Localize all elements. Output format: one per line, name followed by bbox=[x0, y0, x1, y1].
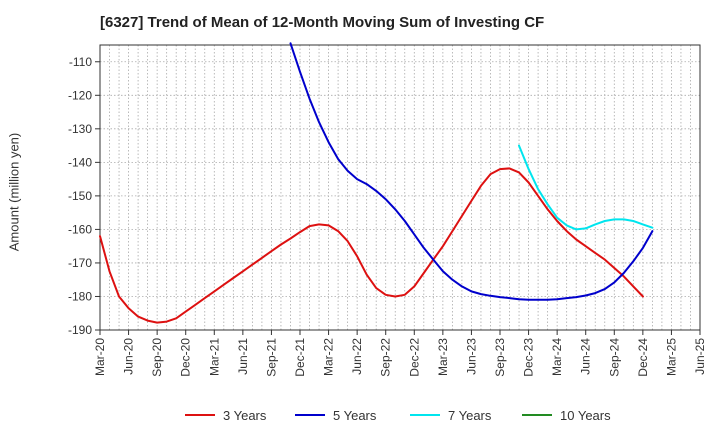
x-tick-label: Dec-20 bbox=[179, 338, 193, 377]
x-tick-label: Sep-22 bbox=[379, 338, 393, 377]
x-tick-label: Mar-25 bbox=[664, 338, 678, 376]
x-axis: Mar-20 Jun-20 Sep-20 Dec-20 Mar-21 Jun-21 Sep-… bbox=[93, 330, 707, 377]
x-tick-label: Sep-23 bbox=[493, 338, 507, 377]
x-tick-label: Mar-23 bbox=[436, 338, 450, 376]
y-tick-label: -190 bbox=[68, 323, 92, 337]
y-tick-label: -120 bbox=[68, 88, 92, 102]
x-tick-label: Mar-20 bbox=[93, 338, 107, 376]
x-tick-label: Dec-23 bbox=[522, 338, 536, 377]
y-tick-label: -180 bbox=[68, 289, 92, 303]
y-tick-label: -110 bbox=[69, 55, 92, 69]
series-lines bbox=[99, 42, 654, 324]
y-tick-label: -170 bbox=[68, 256, 92, 270]
y-tick-label: -160 bbox=[68, 222, 92, 236]
x-tick-label: Jun-25 bbox=[693, 338, 707, 375]
x-tick-label: Dec-24 bbox=[636, 338, 650, 377]
x-tick-label: Sep-21 bbox=[264, 338, 278, 377]
legend-label-1: 3 Years bbox=[223, 408, 267, 423]
x-tick-label: Jun-20 bbox=[122, 338, 136, 375]
x-tick-label: Jun-22 bbox=[350, 338, 364, 375]
y-tick-label: -130 bbox=[68, 122, 92, 136]
y-tick-label: -150 bbox=[68, 189, 92, 203]
x-tick-label: Sep-24 bbox=[607, 338, 621, 377]
series-line-2 bbox=[289, 42, 654, 301]
legend-label-3: 7 Years bbox=[448, 408, 492, 423]
chart-title: [6327] Trend of Mean of 12-Month Moving … bbox=[100, 14, 545, 31]
legend-label-2: 5 Years bbox=[333, 408, 377, 423]
series-line-1 bbox=[99, 167, 644, 324]
x-tick-label: Dec-21 bbox=[293, 338, 307, 377]
y-tick-label: -140 bbox=[68, 155, 92, 169]
grid bbox=[99, 45, 701, 331]
plot-area bbox=[99, 44, 701, 331]
x-tick-label: Mar-21 bbox=[207, 338, 221, 376]
y-axis: -110 -120 -130 -140 -150 -160 -170 -180 -190 bbox=[68, 55, 100, 337]
x-tick-label: Sep-20 bbox=[150, 338, 164, 377]
x-tick-label: Jun-24 bbox=[579, 338, 593, 375]
x-tick-label: Mar-24 bbox=[550, 338, 564, 376]
x-tick-label: Dec-22 bbox=[407, 338, 421, 377]
x-tick-label: Mar-22 bbox=[322, 338, 336, 376]
series-line-3 bbox=[518, 144, 654, 231]
legend-label-4: 10 Years bbox=[560, 408, 611, 423]
x-tick-label: Jun-21 bbox=[236, 338, 250, 375]
legend: 3 Years 5 Years 7 Years 10 Years bbox=[185, 408, 611, 423]
x-tick-label: Jun-23 bbox=[464, 338, 478, 375]
